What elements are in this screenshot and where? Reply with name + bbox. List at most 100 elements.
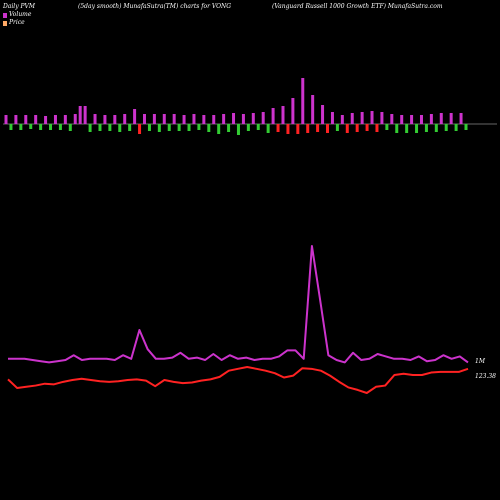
volume-bar — [88, 124, 92, 132]
volume-bar — [73, 114, 77, 124]
volume-bar — [286, 124, 290, 134]
volume-bar — [53, 115, 57, 124]
volume-bar — [316, 124, 320, 132]
volume-bar — [335, 124, 339, 131]
series-lines — [7, 245, 469, 394]
volume-bar — [167, 124, 171, 131]
volume-bar — [251, 113, 255, 124]
volume-bar — [400, 115, 404, 124]
volume-bar — [429, 114, 433, 124]
volume-end-label: 1M — [475, 358, 486, 365]
volume-bar — [241, 114, 245, 124]
volume-bar — [330, 112, 334, 124]
price-line — [7, 365, 469, 394]
volume-bar — [232, 113, 236, 124]
volume-bar — [98, 124, 102, 131]
volume-bar — [419, 115, 423, 124]
volume-bar — [360, 112, 364, 124]
volume-bar — [444, 124, 448, 131]
volume-bar — [380, 112, 384, 124]
volume-bar — [83, 106, 87, 124]
volume-bar — [113, 115, 117, 124]
legend-label-volume: Volume — [9, 11, 32, 18]
volume-bar — [434, 124, 438, 132]
volume-bar — [108, 124, 112, 131]
volume-line — [8, 245, 469, 364]
volume-bar — [236, 124, 240, 135]
volume-bar — [197, 124, 201, 130]
volume-bar — [177, 124, 181, 131]
volume-bar — [93, 114, 97, 124]
volume-bar — [296, 124, 300, 134]
volume-bar — [271, 108, 275, 124]
volume-bar — [395, 124, 399, 133]
volume-bar — [172, 114, 176, 124]
volume-bar — [370, 111, 374, 124]
volume-bar — [326, 124, 330, 133]
chart-title: (5day smooth) MunafaSutra(TM) charts for… — [78, 3, 232, 10]
price-end-label: 123.38 — [475, 373, 496, 380]
volume-bar — [118, 124, 122, 132]
volume-bar — [449, 113, 453, 124]
volume-bar — [276, 124, 280, 132]
volume-bar — [256, 124, 260, 130]
volume-bar — [138, 124, 142, 134]
chart-subtitle: (Vanguard Russell 1000 Growth ETF) Munaf… — [272, 3, 443, 10]
volume-bar — [390, 114, 394, 124]
volume-bar — [44, 116, 48, 124]
volume-bar — [63, 115, 67, 124]
volume-bar — [9, 124, 13, 130]
volume-bar — [49, 124, 53, 130]
volume-bar — [152, 114, 156, 124]
volume-bars — [4, 78, 468, 135]
volume-bar — [128, 124, 132, 131]
volume-bar — [227, 124, 231, 132]
volume-bar — [192, 114, 196, 124]
volume-bar — [182, 115, 186, 124]
legend-swatch-volume — [3, 12, 7, 18]
volume-bar — [266, 124, 270, 133]
volume-bar — [410, 115, 414, 124]
volume-bar — [123, 114, 127, 124]
volume-bar — [147, 124, 151, 131]
volume-bar — [14, 115, 18, 124]
volume-bar — [212, 115, 216, 124]
volume-bar — [246, 124, 250, 131]
volume-bar — [207, 124, 211, 132]
legend-item-volume: Volume — [3, 11, 35, 19]
volume-bar — [311, 95, 315, 124]
volume-bar — [58, 124, 62, 130]
volume-bar — [350, 113, 354, 124]
volume-bar — [405, 124, 409, 133]
volume-bar — [464, 124, 468, 130]
volume-bar — [439, 113, 443, 124]
volume-bar — [281, 106, 285, 124]
volume-bar — [345, 124, 349, 133]
legend-title: Daily PVM — [3, 3, 36, 10]
volume-bar — [142, 114, 146, 124]
volume-bar — [454, 124, 458, 131]
legend-item-price: Price — [3, 19, 35, 27]
volume-bar — [133, 109, 137, 124]
volume-bar — [385, 124, 389, 130]
volume-bar — [39, 124, 43, 130]
volume-bar — [4, 115, 8, 124]
volume-bar — [103, 115, 107, 124]
volume-bar — [19, 124, 23, 130]
volume-bar — [306, 124, 310, 133]
volume-bar — [355, 124, 359, 132]
legend-label-price: Price — [9, 19, 25, 26]
volume-bar — [365, 124, 369, 131]
volume-bar — [415, 124, 419, 133]
legend-swatch-price — [3, 20, 7, 26]
volume-bar — [261, 112, 265, 124]
volume-bar — [321, 105, 325, 124]
volume-bar — [78, 106, 82, 124]
volume-bar — [162, 114, 166, 124]
volume-bar — [68, 124, 72, 131]
volume-bar — [217, 124, 221, 134]
volume-bar — [301, 78, 305, 124]
volume-bar — [375, 124, 379, 132]
